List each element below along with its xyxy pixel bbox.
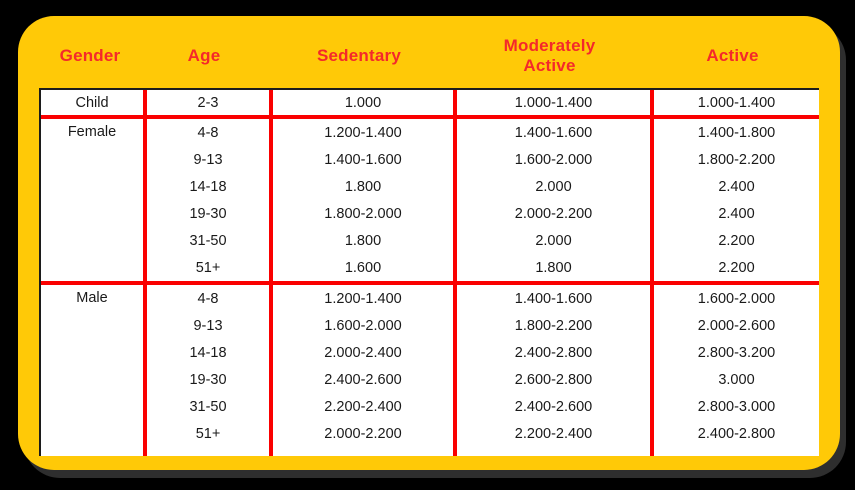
sedentary-cell: 1.800 [269, 173, 453, 200]
active-cell: 2.800-3.200 [650, 339, 819, 366]
calorie-table-body: Child 2-3 1.000 1.000-1.400 1.000-1.400 … [39, 88, 819, 456]
sedentary-cell: 1.200-1.400 [269, 119, 453, 146]
age-cell: 31-50 [143, 393, 269, 420]
sedentary-cell: 1.800-2.000 [269, 200, 453, 227]
table-section-male: Male 4-8 1.200-1.400 1.400-1.600 1.600-2… [41, 281, 819, 456]
sedentary-cell: 2.200-2.400 [269, 393, 453, 420]
moderately-active-cell: 2.400-2.800 [453, 339, 650, 366]
moderately-active-cell: 1.800-2.200 [453, 312, 650, 339]
gender-cell: Male [76, 290, 108, 306]
moderately-active-cell: 1.600-2.000 [453, 146, 650, 173]
age-cell: 9-13 [143, 146, 269, 173]
active-cell: 3.000 [650, 366, 819, 393]
active-cell: 2.400-2.800 [650, 420, 819, 447]
sedentary-cell: 2.000-2.400 [269, 339, 453, 366]
gender-cell: Female [67, 124, 117, 140]
table-section-female: Female 4-8 1.200-1.400 1.400-1.600 1.400… [41, 115, 819, 281]
column-header-moderately-active: Moderately Active [451, 36, 648, 77]
age-cell: 19-30 [143, 366, 269, 393]
column-header-age: Age [187, 45, 221, 65]
sedentary-cell: 1.600-2.000 [269, 312, 453, 339]
sedentary-cell: 1.400-1.600 [269, 146, 453, 173]
column-header-sedentary: Sedentary [316, 45, 401, 65]
active-cell: 1.600-2.000 [650, 285, 819, 312]
active-cell: 2.400 [650, 200, 819, 227]
active-cell: 2.000-2.600 [650, 312, 819, 339]
moderately-active-cell: 2.000 [453, 173, 650, 200]
column-header-moderately-active-label: Moderately Active [503, 35, 596, 75]
active-cell: 2.800-3.000 [650, 393, 819, 420]
age-cell: 2-3 [143, 90, 269, 115]
moderately-active-cell: 1.400-1.600 [453, 119, 650, 146]
sedentary-cell: 1.600 [269, 254, 453, 281]
active-cell: 2.200 [650, 254, 819, 281]
active-cell: 1.400-1.800 [650, 119, 819, 146]
table-header-row: Gender Age Sedentary Moderately Active A… [39, 30, 817, 82]
moderately-active-cell: 2.400-2.600 [453, 393, 650, 420]
age-cell: 9-13 [143, 312, 269, 339]
age-cell: 51+ [143, 420, 269, 447]
sedentary-cell: 1.200-1.400 [269, 285, 453, 312]
age-cell: 14-18 [143, 339, 269, 366]
age-cell: 51+ [143, 254, 269, 281]
moderately-active-cell: 1.800 [453, 254, 650, 281]
active-cell: 1.000-1.400 [650, 90, 819, 115]
column-header-gender: Gender [59, 45, 121, 65]
column-rule-segment [143, 447, 269, 456]
column-rule-segment [269, 447, 453, 456]
age-cell: 31-50 [143, 227, 269, 254]
gender-cell: Child [75, 94, 109, 111]
active-cell: 2.200 [650, 227, 819, 254]
sedentary-cell: 2.000-2.200 [269, 420, 453, 447]
active-cell: 1.800-2.200 [650, 146, 819, 173]
column-rule-segment [650, 447, 819, 456]
sedentary-cell: 2.400-2.600 [269, 366, 453, 393]
moderately-active-cell: 2.600-2.800 [453, 366, 650, 393]
column-header-active: Active [706, 45, 759, 65]
moderately-active-cell: 1.400-1.600 [453, 285, 650, 312]
moderately-active-cell: 2.000-2.200 [453, 200, 650, 227]
age-cell: 14-18 [143, 173, 269, 200]
table-section-child: Child 2-3 1.000 1.000-1.400 1.000-1.400 [41, 90, 819, 115]
moderately-active-cell: 1.000-1.400 [453, 90, 650, 115]
calorie-table-card: Gender Age Sedentary Moderately Active A… [18, 16, 840, 470]
sedentary-cell: 1.800 [269, 227, 453, 254]
age-cell: 4-8 [143, 285, 269, 312]
active-cell: 2.400 [650, 173, 819, 200]
moderately-active-cell: 2.000 [453, 227, 650, 254]
moderately-active-cell: 2.200-2.400 [453, 420, 650, 447]
sedentary-cell: 1.000 [269, 90, 453, 115]
age-cell: 4-8 [143, 119, 269, 146]
column-rule-segment [453, 447, 650, 456]
age-cell: 19-30 [143, 200, 269, 227]
